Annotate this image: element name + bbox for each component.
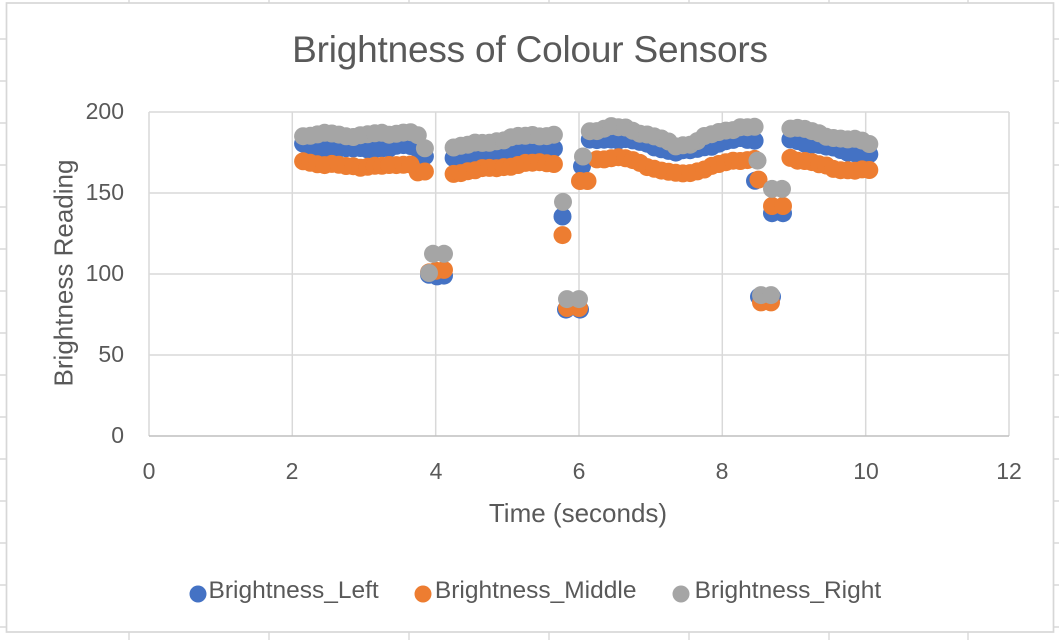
svg-text:0: 0 (143, 458, 156, 484)
svg-text:12: 12 (996, 458, 1022, 484)
svg-text:Brightness Reading: Brightness Reading (49, 160, 79, 387)
svg-text:200: 200 (86, 98, 124, 124)
svg-text:4: 4 (430, 458, 443, 484)
svg-text:Brightness_Right: Brightness_Right (695, 577, 882, 604)
svg-text:2: 2 (286, 458, 299, 484)
svg-text:0: 0 (111, 422, 124, 448)
svg-text:150: 150 (86, 179, 124, 205)
svg-text:Time (seconds): Time (seconds) (489, 498, 667, 528)
svg-text:50: 50 (98, 341, 124, 367)
svg-text:100: 100 (86, 260, 124, 286)
svg-text:Brightness_Left: Brightness_Left (209, 577, 379, 604)
svg-text:6: 6 (573, 458, 586, 484)
svg-text:10: 10 (853, 458, 879, 484)
svg-text:Brightness of Colour Sensors: Brightness of Colour Sensors (292, 29, 768, 70)
svg-text:8: 8 (716, 458, 729, 484)
svg-text:Brightness_Middle: Brightness_Middle (435, 577, 637, 604)
